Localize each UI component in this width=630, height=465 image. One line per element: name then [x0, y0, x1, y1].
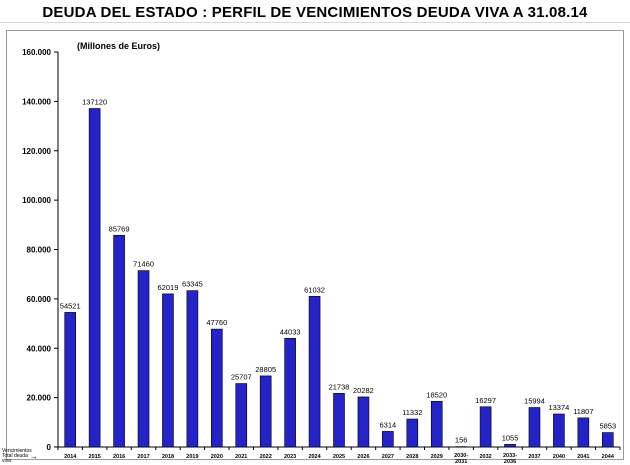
bar-value-label: 62019 — [158, 283, 179, 292]
y-tick-label: 160.000 — [22, 48, 51, 57]
x-tick-label: 2021 — [235, 454, 247, 460]
bar — [137, 270, 150, 448]
x-tick-label: 2020 — [211, 454, 223, 460]
bar — [430, 400, 443, 448]
x-tick-label: 2041 — [577, 454, 589, 460]
bar-value-label: 5853 — [599, 422, 616, 431]
bar-value-label: 156 — [455, 436, 468, 445]
x-tick-label: 2017 — [137, 454, 149, 460]
bar — [308, 296, 321, 448]
bar — [357, 396, 370, 448]
bar-value-label: 63345 — [182, 280, 203, 289]
bar-value-label: 71460 — [133, 260, 154, 269]
x-tick-label: 2036 — [504, 459, 516, 465]
y-tick-label: 140.000 — [22, 97, 51, 106]
bar-value-label: 44033 — [280, 327, 301, 336]
x-tick-label: 2032 — [479, 454, 491, 460]
x-tick-label: 2028 — [406, 454, 418, 460]
bar-value-label: 85769 — [109, 224, 130, 233]
x-tick-label: 2022 — [260, 454, 272, 460]
bar-value-label: 21738 — [329, 382, 350, 391]
bar — [235, 383, 248, 448]
bar — [162, 293, 174, 448]
bar-value-label: 137120 — [82, 97, 107, 106]
bar — [211, 328, 223, 448]
arrow-right-icon: → — [30, 452, 38, 461]
bar-value-label: 54521 — [60, 301, 81, 310]
x-tick-label: 2040 — [553, 454, 565, 460]
bar-value-label: 15994 — [524, 397, 545, 406]
bar — [601, 432, 614, 448]
x-tick-label: 2025 — [333, 454, 345, 460]
bar — [382, 431, 394, 448]
bar — [528, 407, 541, 448]
x-tick-label: 2014 — [64, 454, 77, 460]
y-tick-label: 120.000 — [22, 147, 51, 156]
bar — [406, 418, 419, 448]
x-tick-label: 2015 — [89, 454, 101, 460]
x-tick-label: 2031 — [455, 459, 467, 465]
x-tick-label: 2016 — [113, 454, 125, 460]
bar — [479, 406, 492, 448]
x-tick-label: 2033- — [503, 453, 517, 459]
x-tick-label: 2029 — [431, 454, 443, 460]
bar-value-label: 28805 — [255, 365, 276, 374]
bar-value-label: 1055 — [502, 433, 519, 442]
bar — [186, 290, 199, 448]
bar-value-label: 25707 — [231, 373, 252, 382]
bar-value-label: 11332 — [402, 408, 422, 417]
y-tick-label: 60.000 — [27, 295, 52, 304]
x-tick-label: 2018 — [162, 454, 174, 460]
spreadsheet-gridline — [0, 22, 630, 23]
bar-value-label: 18520 — [426, 390, 447, 399]
bar-value-label: 13374 — [548, 403, 569, 412]
bar — [259, 375, 272, 448]
legend-note: Vencimientos Total deuda viva — [2, 448, 32, 464]
bar — [553, 413, 565, 448]
x-tick-label: 2027 — [382, 454, 394, 460]
bar — [504, 444, 516, 448]
y-tick-label: 20.000 — [27, 394, 52, 403]
bar-value-label: 20282 — [353, 386, 374, 395]
bar — [113, 234, 125, 448]
x-tick-label: 2026 — [357, 454, 369, 460]
y-axis-unit-label: (Millones de Euros) — [77, 41, 161, 51]
bar — [64, 312, 77, 448]
x-tick-label: 2024 — [308, 454, 321, 460]
y-tick-label: 40.000 — [27, 344, 52, 353]
y-tick-label: 80.000 — [27, 246, 52, 255]
bar-value-label: 11807 — [573, 407, 593, 416]
x-tick-label: 2044 — [602, 454, 615, 460]
bar — [88, 108, 101, 448]
x-tick-label: 2037 — [528, 454, 540, 460]
x-tick-label: 2023 — [284, 454, 296, 460]
bar — [455, 446, 467, 448]
bar-value-label: 16297 — [475, 396, 496, 405]
x-tick-label: 2030- — [454, 453, 468, 459]
chart-title: DEUDA DEL ESTADO : PERFIL DE VENCIMIENTO… — [42, 4, 588, 21]
bar-value-label: 47760 — [206, 318, 227, 327]
bar — [284, 337, 296, 448]
bar — [577, 417, 590, 448]
y-tick-label: 0 — [47, 443, 52, 452]
bar-value-label: 6314 — [380, 420, 397, 429]
bar-value-label: 61032 — [304, 285, 325, 294]
bar — [333, 393, 345, 448]
y-tick-label: 100.000 — [22, 196, 51, 205]
x-tick-label: 2019 — [186, 454, 198, 460]
